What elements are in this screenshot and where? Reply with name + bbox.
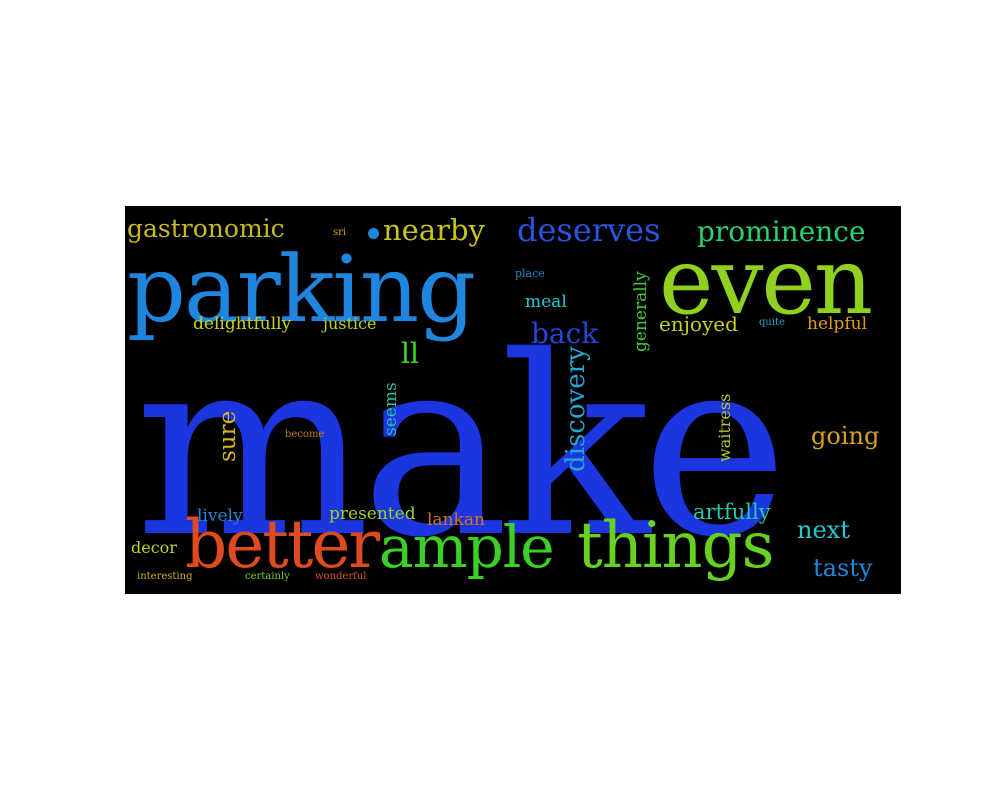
word-deserves: deserves xyxy=(517,211,661,249)
word-lankan: lankan xyxy=(427,510,485,530)
word-better: better xyxy=(185,506,380,583)
word-discovery: discovery xyxy=(561,346,591,472)
word-cloud-canvas: make parking even better ample things ga… xyxy=(125,206,901,594)
word-sure: sure xyxy=(215,410,241,462)
word-ll: ll xyxy=(401,337,419,370)
word-waitress: waitress xyxy=(715,393,734,462)
word-helpful: helpful xyxy=(807,314,868,334)
word-meal: meal xyxy=(525,292,567,312)
word-dot xyxy=(368,228,379,239)
word-generally: generally xyxy=(631,271,651,352)
word-quite: quite xyxy=(759,317,785,328)
word-artfully: artfully xyxy=(693,500,771,524)
word-presented: presented xyxy=(329,504,416,524)
word-sri: sri xyxy=(333,227,347,238)
word-lively: lively xyxy=(197,506,243,526)
word-tasty: tasty xyxy=(813,554,873,582)
word-parking: parking xyxy=(127,236,476,343)
word-make: make xyxy=(135,304,788,592)
word-back: back xyxy=(531,317,599,350)
word-enjoyed: enjoyed xyxy=(659,312,738,336)
word-going: going xyxy=(811,422,880,450)
word-even: even xyxy=(659,228,873,335)
word-next: next xyxy=(797,516,850,544)
word-certainly: certainly xyxy=(245,571,290,582)
word-nearby: nearby xyxy=(383,213,485,247)
word-decor: decor xyxy=(131,538,177,557)
word-wonderful: wonderful xyxy=(315,571,367,582)
word-become: become xyxy=(285,429,325,440)
word-place: place xyxy=(515,267,545,280)
word-justice: justice xyxy=(323,314,377,333)
word-gastronomic: gastronomic xyxy=(127,214,285,243)
word-seems: seems xyxy=(381,382,401,436)
word-interesting: interesting xyxy=(137,571,193,582)
word-things: things xyxy=(577,509,774,583)
word-delightfully: delightfully xyxy=(193,314,292,334)
word-prominence: prominence xyxy=(697,215,866,248)
word-ample: ample xyxy=(379,513,555,581)
